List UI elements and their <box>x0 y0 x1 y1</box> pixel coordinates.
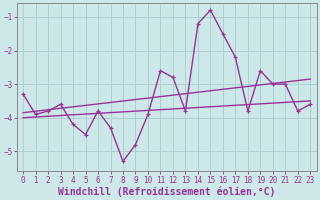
X-axis label: Windchill (Refroidissement éolien,°C): Windchill (Refroidissement éolien,°C) <box>58 186 276 197</box>
